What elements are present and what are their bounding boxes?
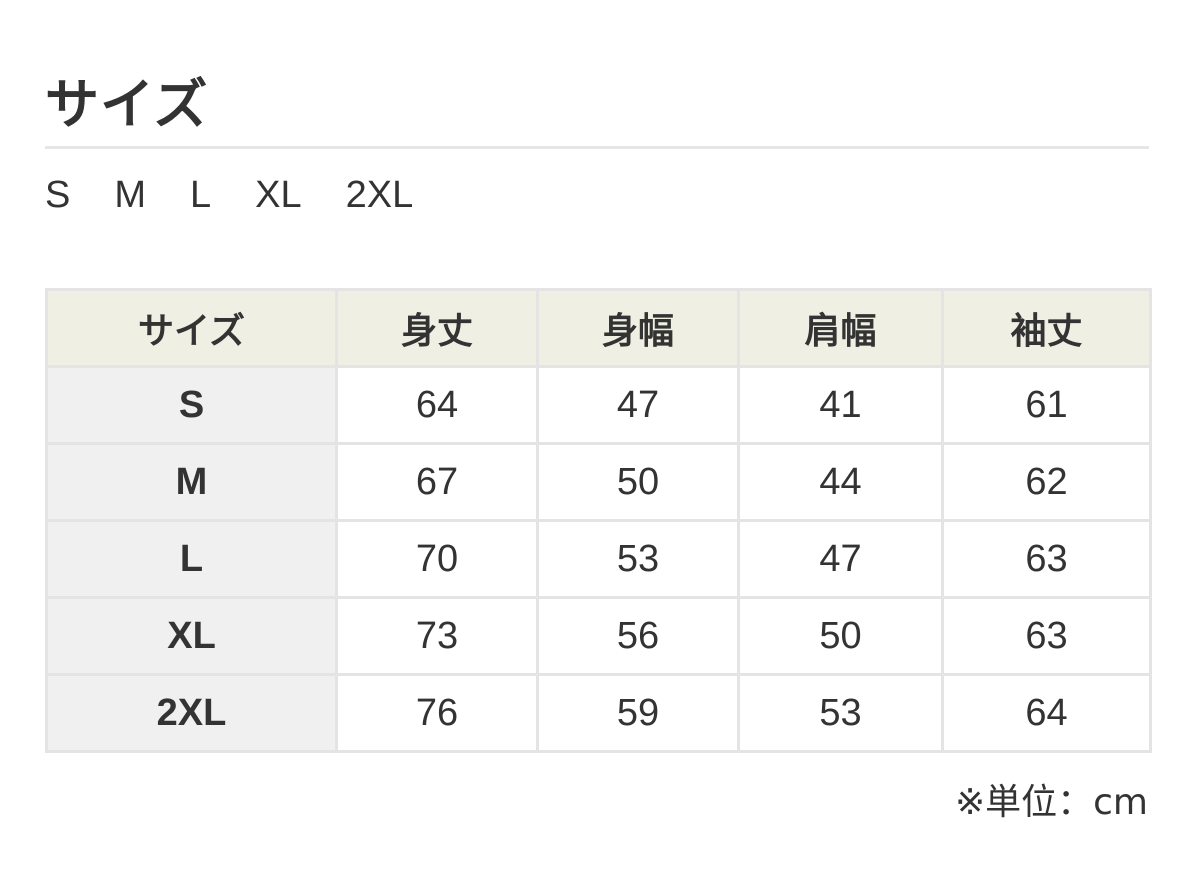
column-header: 袖丈: [941, 288, 1152, 368]
size-option: L: [190, 174, 212, 216]
table-cell: 61: [941, 365, 1152, 445]
row-header-size: S: [45, 365, 338, 445]
page-title: サイズ: [45, 73, 209, 136]
table-cell: 47: [737, 519, 944, 599]
column-header: サイズ: [45, 288, 338, 368]
column-header: 肩幅: [737, 288, 944, 368]
column-header: 身幅: [536, 288, 740, 368]
size-option: M: [114, 174, 147, 216]
table-row: 2XL 76 59 53 64: [45, 673, 1152, 753]
table-cell: 67: [335, 442, 539, 522]
table-header-row: サイズ 身丈 身幅 肩幅 袖丈: [45, 288, 1152, 368]
table-row: M 67 50 44 62: [45, 442, 1152, 522]
table-cell: 64: [941, 673, 1152, 753]
table-cell: 73: [335, 596, 539, 676]
column-header: 身丈: [335, 288, 539, 368]
table-cell: 63: [941, 596, 1152, 676]
table-cell: 76: [335, 673, 539, 753]
table-cell: 59: [536, 673, 740, 753]
table-cell: 53: [536, 519, 740, 599]
size-option: XL: [255, 174, 302, 216]
table-cell: 56: [536, 596, 740, 676]
table-row: L 70 53 47 63: [45, 519, 1152, 599]
table-cell: 50: [737, 596, 944, 676]
table-row: XL 73 56 50 63: [45, 596, 1152, 676]
row-header-size: 2XL: [45, 673, 338, 753]
table-cell: 50: [536, 442, 740, 522]
table-cell: 70: [335, 519, 539, 599]
table-cell: 41: [737, 365, 944, 445]
row-header-size: L: [45, 519, 338, 599]
table-cell: 53: [737, 673, 944, 753]
size-option: 2XL: [345, 174, 414, 216]
table-row: S 64 47 41 61: [45, 365, 1152, 445]
table-cell: 44: [737, 442, 944, 522]
table-cell: 47: [536, 365, 740, 445]
table-cell: 64: [335, 365, 539, 445]
row-header-size: XL: [45, 596, 338, 676]
divider: [45, 146, 1149, 149]
table-cell: 62: [941, 442, 1152, 522]
unit-note: ※単位：cm: [954, 782, 1148, 823]
size-option: S: [45, 174, 71, 216]
size-chart-table: サイズ 身丈 身幅 肩幅 袖丈 S 64 47 41 61 M 67 50 44 62 L 70 53 47 63 X…: [45, 288, 1152, 753]
table-cell: 63: [941, 519, 1152, 599]
available-sizes: S M L XL 2XL: [45, 170, 457, 220]
row-header-size: M: [45, 442, 338, 522]
